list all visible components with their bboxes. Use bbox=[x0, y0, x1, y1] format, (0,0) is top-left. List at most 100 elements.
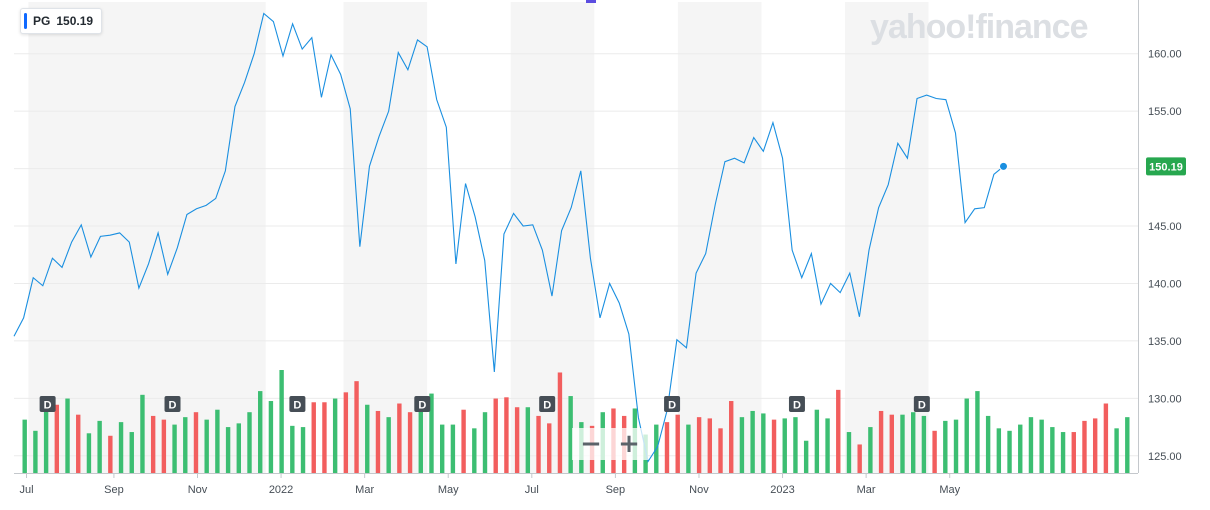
axes: 125.00130.00135.00140.00145.00150.00155.… bbox=[14, 0, 1186, 496]
volume-bar bbox=[258, 391, 263, 473]
volume-bar bbox=[300, 427, 306, 473]
volume-bar bbox=[54, 404, 60, 473]
volume-bar bbox=[664, 422, 670, 473]
zoom-controls: − + bbox=[572, 428, 648, 460]
volume-bar bbox=[504, 397, 509, 473]
volume-bar bbox=[1007, 430, 1012, 473]
volume-bar bbox=[921, 415, 927, 473]
volume-bar bbox=[1050, 427, 1055, 473]
volume-bar bbox=[311, 402, 316, 473]
yahoo-finance-logo: yahoo!finance bbox=[870, 8, 1088, 46]
volume-bar bbox=[493, 398, 498, 473]
volume-bar bbox=[718, 428, 723, 473]
volume-bar bbox=[814, 409, 820, 473]
volume-bar bbox=[1060, 432, 1066, 473]
x-tick-label: 2022 bbox=[269, 484, 293, 496]
dividend-marker bbox=[664, 396, 681, 412]
volume-bar bbox=[150, 415, 156, 473]
volume-bar bbox=[675, 414, 680, 473]
y-tick-label: 155.00 bbox=[1148, 106, 1182, 118]
volume-bar bbox=[1103, 403, 1109, 473]
x-tick-label: Mar bbox=[355, 484, 374, 496]
shaded-band bbox=[677, 2, 762, 473]
symbol-price: 150.19 bbox=[56, 14, 94, 28]
volume-bar bbox=[33, 430, 38, 473]
dividend-marker bbox=[788, 396, 805, 412]
volume-bar bbox=[996, 428, 1002, 473]
x-tick-label: Jul bbox=[525, 484, 539, 496]
volume-bar bbox=[1028, 417, 1034, 473]
volume-bar bbox=[932, 430, 937, 473]
volume-bar bbox=[279, 370, 284, 473]
dividend-marker-label: D bbox=[918, 400, 926, 412]
volume-bar bbox=[525, 407, 531, 473]
symbol-label: PG bbox=[33, 14, 51, 28]
volume-bar bbox=[836, 389, 841, 473]
dividend-marker bbox=[39, 396, 56, 412]
volume-bar bbox=[172, 424, 177, 473]
volume-bar bbox=[547, 423, 552, 473]
volume-bar bbox=[1018, 424, 1023, 473]
volume-bar bbox=[1092, 418, 1098, 473]
volume-bar bbox=[193, 412, 199, 473]
dividend-marker-label: D bbox=[793, 400, 801, 412]
dividend-marker bbox=[414, 396, 431, 412]
volume-bar bbox=[365, 404, 370, 473]
volume-bar bbox=[204, 419, 209, 473]
volume-bar bbox=[236, 423, 241, 473]
x-tick-label: 2023 bbox=[770, 484, 794, 496]
last-price-dot bbox=[999, 161, 1009, 171]
dividend-marker-label: D bbox=[668, 400, 676, 412]
volume-bar bbox=[86, 433, 92, 473]
volume-bar bbox=[568, 396, 573, 473]
symbol-badge[interactable]: PG 150.19 bbox=[20, 8, 103, 34]
zoom-in-button[interactable]: + bbox=[618, 429, 640, 459]
volume-bar bbox=[1039, 419, 1044, 473]
volume-bar bbox=[878, 410, 884, 473]
volume-bar bbox=[439, 424, 445, 473]
volume-bar bbox=[108, 435, 113, 473]
y-tick-label: 135.00 bbox=[1148, 336, 1182, 348]
volume-bar bbox=[975, 391, 980, 473]
period-shading bbox=[28, 2, 929, 473]
dividend-marker bbox=[164, 396, 181, 412]
shaded-band bbox=[844, 2, 929, 473]
last-price-label: 150.19 bbox=[1149, 161, 1183, 173]
volume-bar bbox=[268, 401, 274, 473]
x-tick-label: Jul bbox=[19, 484, 33, 496]
x-tick-label: Mar bbox=[857, 484, 876, 496]
price-line bbox=[13, 12, 1004, 463]
volume-bar bbox=[943, 420, 948, 473]
x-tick-label: May bbox=[438, 484, 459, 496]
volume-bar bbox=[397, 403, 402, 473]
dividend-marker bbox=[539, 396, 556, 412]
zoom-out-button[interactable]: − bbox=[580, 429, 602, 459]
volume-bar bbox=[803, 440, 809, 473]
dividend-marker-label: D bbox=[169, 400, 177, 412]
y-tick-label: 130.00 bbox=[1148, 393, 1182, 405]
volume-bar bbox=[43, 410, 49, 473]
x-tick-label: Sep bbox=[104, 484, 124, 496]
volume-bar bbox=[247, 412, 252, 473]
volume-bar bbox=[1114, 428, 1119, 473]
volume-bar bbox=[161, 419, 167, 473]
range-marker bbox=[586, 0, 596, 3]
volume-bar bbox=[911, 412, 916, 473]
y-tick-label: 145.00 bbox=[1148, 221, 1182, 233]
volume-bar bbox=[472, 428, 477, 473]
dividend-marker bbox=[289, 396, 306, 412]
price-series bbox=[13, 12, 1009, 463]
volume-bar bbox=[1082, 420, 1087, 473]
x-tick-label: Nov bbox=[188, 484, 208, 496]
volume-bar bbox=[729, 401, 734, 473]
y-tick-label: 140.00 bbox=[1148, 278, 1182, 290]
x-tick-label: Sep bbox=[606, 484, 626, 496]
volume-bar bbox=[771, 419, 777, 473]
volume-bar bbox=[225, 427, 231, 473]
volume-bar bbox=[985, 415, 991, 473]
volume-bar bbox=[65, 398, 70, 473]
last-price-label-bg bbox=[1146, 157, 1186, 176]
dividend-marker-label: D bbox=[418, 400, 426, 412]
